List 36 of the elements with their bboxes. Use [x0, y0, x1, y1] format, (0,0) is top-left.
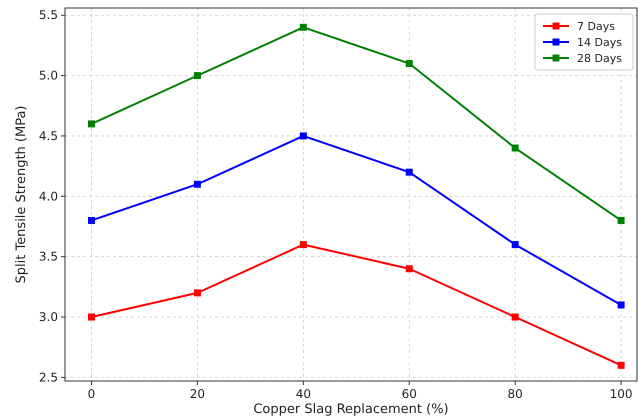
legend-label: 7 Days [577, 20, 616, 33]
point [88, 120, 95, 128]
point [300, 24, 307, 31]
x-axis-title: Copper Slag Replacement (%) [253, 402, 449, 416]
point [618, 216, 625, 224]
point [618, 301, 625, 308]
y-tick-label: 4.5 [38, 128, 58, 143]
x-tick-label: 80 [508, 387, 523, 401]
point [512, 314, 519, 321]
legend-label: 14 Days [577, 36, 622, 49]
y-tick-label: 5.0 [38, 68, 58, 83]
point [88, 314, 95, 321]
y-tick-label: 4.0 [38, 189, 58, 204]
x-tick-label: 100 [610, 387, 633, 401]
point [512, 144, 519, 152]
point [300, 241, 307, 248]
point [618, 362, 625, 369]
point [512, 241, 519, 248]
point [406, 265, 413, 272]
legend-label: 28 Days [577, 52, 622, 65]
point [300, 132, 307, 140]
y-tick-label: 5.5 [38, 8, 58, 22]
x-tick-label: 60 [402, 387, 417, 401]
x-tick-label: 0 [88, 387, 96, 401]
x-tick-label: 40 [296, 387, 311, 401]
point [194, 180, 201, 188]
point [406, 168, 413, 176]
point [194, 72, 201, 80]
y-tick-label: 2.5 [38, 370, 58, 384]
y-tick-label: 3.5 [38, 250, 58, 264]
point [88, 216, 95, 224]
point [406, 60, 413, 68]
y-tick-label: 3.0 [38, 310, 58, 324]
y-axis-title: Split Tensile Strength (MPa) [14, 105, 29, 284]
point [194, 289, 201, 296]
x-tick-label: 20 [190, 387, 206, 401]
